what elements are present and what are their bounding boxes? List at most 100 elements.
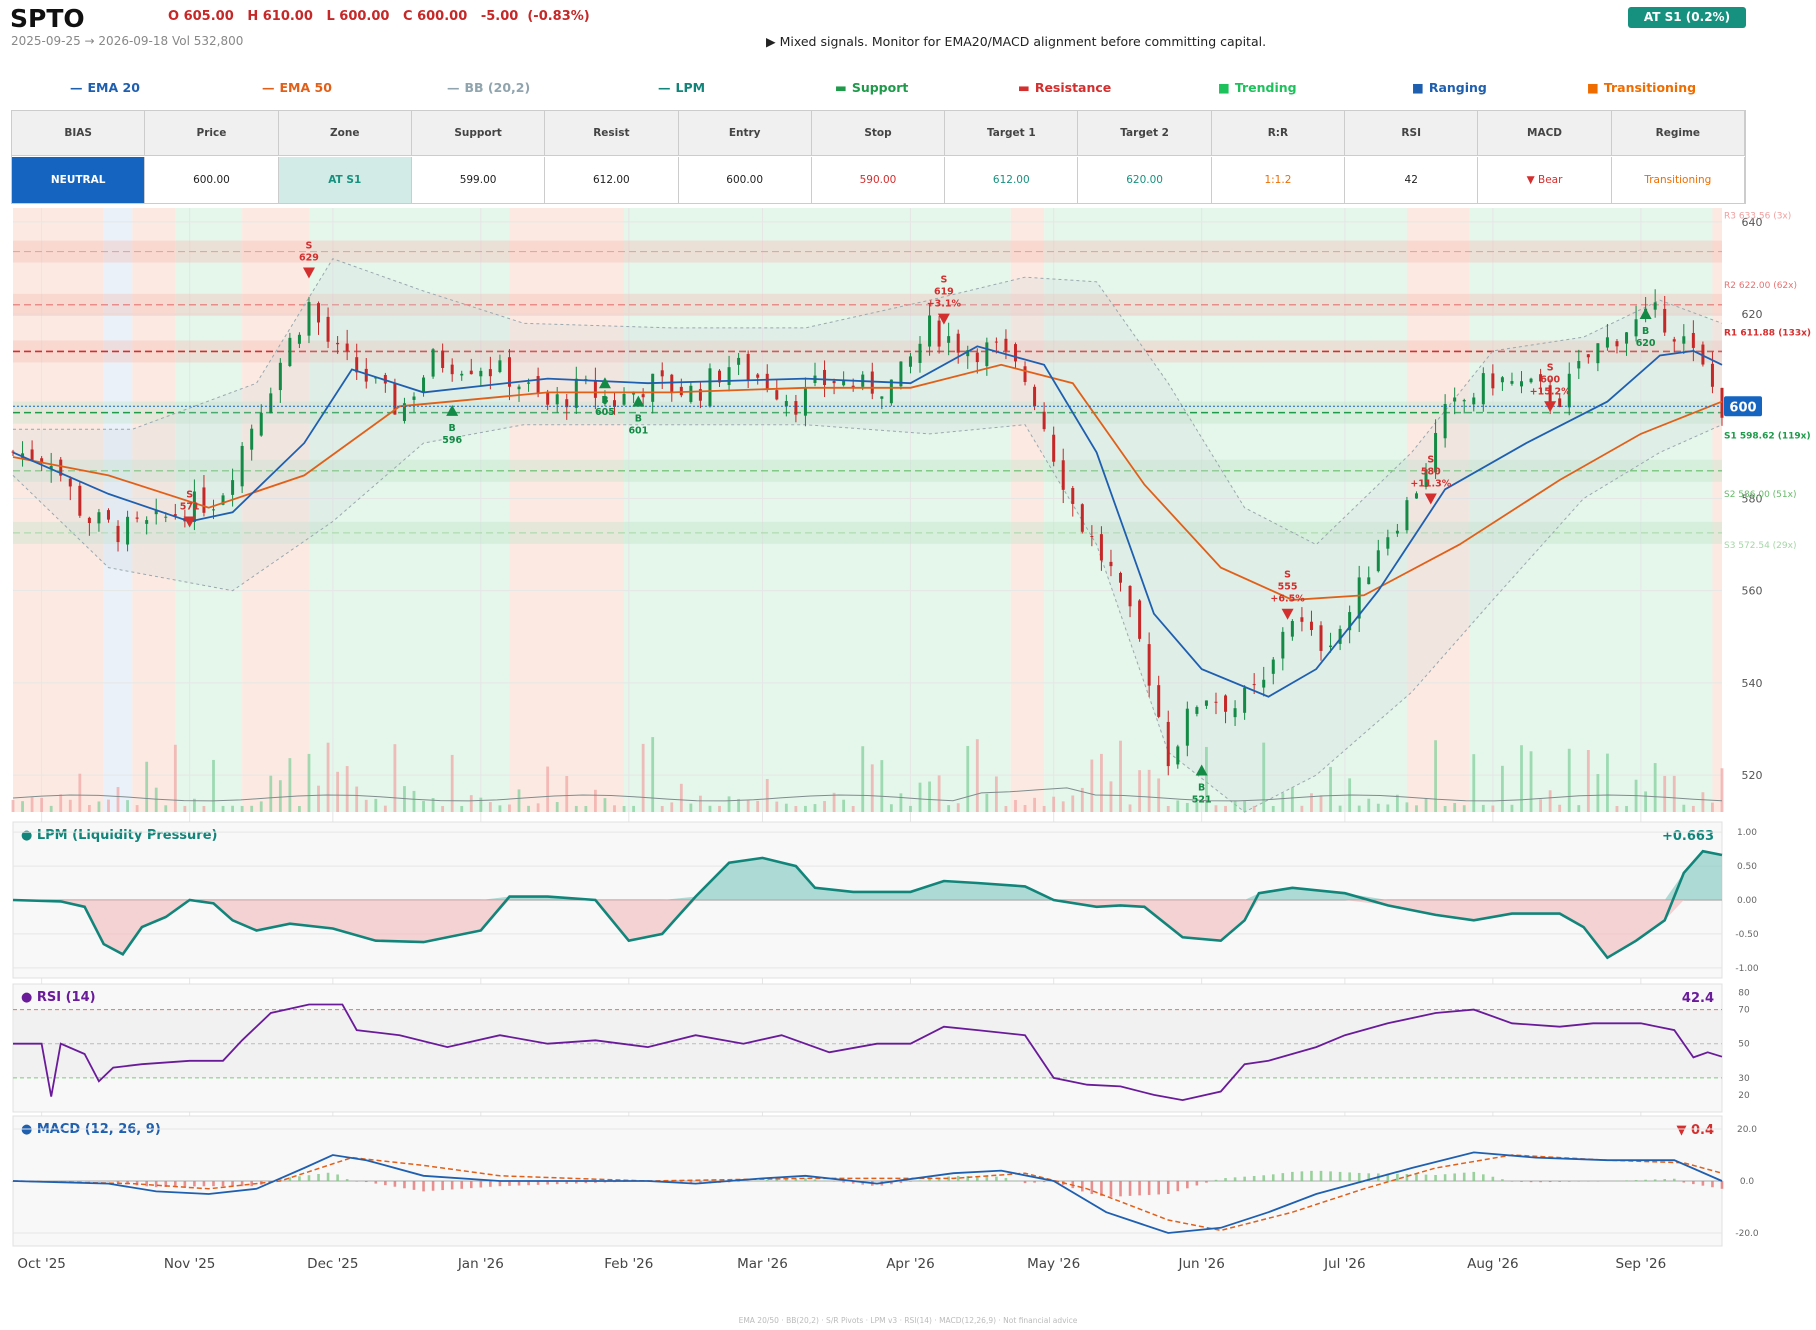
candle-body — [966, 350, 970, 357]
volume-bar — [393, 744, 397, 812]
y-tick-label: 620 — [1742, 308, 1763, 321]
volume-bar — [756, 800, 760, 812]
candle-body — [97, 512, 101, 524]
lpm-negative-area — [13, 900, 1722, 958]
y-tick-label: 520 — [1742, 769, 1763, 782]
volume-bar — [1109, 781, 1113, 812]
legend-item[interactable]: ■ Ranging — [1412, 80, 1487, 95]
volume-bar — [832, 792, 836, 812]
candle-body — [660, 370, 664, 377]
sell-marker-icon — [937, 313, 950, 325]
volume-bar — [1691, 805, 1695, 812]
legend-item[interactable]: ■ Transitioning — [1587, 80, 1696, 95]
macd-histogram-bar — [1205, 1181, 1208, 1183]
legend-item[interactable]: — BB (20,2) — [447, 80, 530, 95]
price-tag-bg — [1724, 396, 1762, 417]
macd-histogram-bar — [1186, 1181, 1189, 1189]
macd-histogram-bar — [1243, 1176, 1246, 1181]
macd-histogram-bar — [737, 1181, 740, 1182]
macd-histogram-bar — [393, 1181, 397, 1187]
macd-histogram-bar — [431, 1181, 435, 1191]
candle-body — [1577, 360, 1581, 369]
volume-bar — [269, 775, 273, 812]
macd-histogram-bar — [765, 1180, 769, 1181]
volume-bar — [250, 805, 254, 812]
volume-bar — [1529, 751, 1533, 812]
macd-histogram-bar — [450, 1181, 454, 1190]
volume-bar — [1376, 803, 1380, 812]
regime-band — [13, 208, 104, 812]
volume-bar — [441, 805, 445, 812]
volume-bar — [11, 799, 15, 812]
legend-item[interactable]: ▬ Resistance — [1018, 80, 1111, 95]
legend-swatch-icon: ▬ — [1018, 80, 1030, 95]
macd-histogram-bar — [937, 1177, 941, 1181]
candle-body — [975, 352, 979, 363]
volume-bar — [1157, 778, 1161, 812]
legend-item[interactable]: — LPM — [658, 80, 705, 95]
x-tick-label: Feb '26 — [604, 1256, 653, 1272]
macd-histogram-bar — [1548, 1181, 1552, 1183]
candle-body — [832, 381, 836, 384]
y-tick-label: 20 — [1738, 1091, 1750, 1101]
candle-body — [1233, 708, 1237, 718]
macd-histogram-bar — [154, 1181, 158, 1188]
volume-bar — [555, 802, 559, 812]
candle-body — [1434, 432, 1438, 473]
volume-bar — [1453, 802, 1457, 812]
macd-histogram-bar — [1014, 1180, 1017, 1182]
candle-body — [1271, 659, 1275, 674]
volume-bar — [1042, 805, 1046, 812]
macd-histogram-bar — [804, 1178, 807, 1181]
volume-bar — [1233, 800, 1237, 812]
macd-histogram-bar — [193, 1181, 196, 1187]
y-tick-label: 30 — [1738, 1074, 1750, 1084]
y-tick-label: 1.00 — [1737, 828, 1757, 838]
volume-bar — [584, 805, 588, 812]
legend-item[interactable]: — EMA 50 — [262, 80, 332, 95]
buy-marker-icon — [1195, 764, 1208, 776]
candle-body — [1596, 343, 1600, 364]
macd-histogram-bar — [1701, 1181, 1705, 1186]
candle-body — [1386, 537, 1390, 549]
macd-histogram-bar — [1720, 1181, 1724, 1189]
macd-histogram-bar — [1281, 1173, 1285, 1181]
volume-bar — [565, 776, 569, 812]
volume-bar — [985, 793, 989, 812]
candle-body — [803, 387, 807, 416]
candle-body — [1071, 488, 1075, 504]
volume-bar — [1539, 799, 1542, 812]
candle-body — [345, 343, 349, 352]
candle-body — [527, 382, 531, 384]
volume-bar — [1596, 774, 1600, 812]
legend-item[interactable]: ▬ Support — [835, 80, 908, 95]
legend-label: LPM — [675, 80, 706, 95]
macd-histogram-bar — [1501, 1179, 1504, 1181]
sell-marker-icon — [183, 516, 196, 528]
volume-bar — [78, 773, 82, 812]
macd-histogram-bar — [498, 1181, 502, 1187]
candle-body — [641, 394, 645, 398]
legend-item[interactable]: ■ Trending — [1218, 80, 1297, 95]
summary-table: BIAS NEUTRAL Price 600.00 Zone AT S1 Support 59… — [11, 110, 1746, 204]
volume-bar — [1357, 805, 1361, 812]
volume-bar — [699, 795, 702, 812]
candle-body — [1395, 530, 1399, 534]
volume-bar — [679, 783, 683, 812]
candle-body — [603, 396, 607, 405]
candle-body — [488, 369, 492, 377]
volume-bar — [994, 776, 998, 812]
x-tick-label: Oct '25 — [17, 1256, 66, 1272]
macd-histogram-bar — [1262, 1175, 1266, 1181]
regime-band — [1010, 208, 1045, 812]
price-tag: 600 — [1729, 400, 1756, 415]
macd-histogram-bar — [546, 1181, 549, 1185]
candle-body — [698, 389, 702, 401]
legend-item[interactable]: — EMA 20 — [70, 80, 140, 95]
volume-bar — [135, 805, 139, 812]
volume-bar — [909, 805, 912, 812]
volume-bar — [1119, 740, 1122, 812]
level-label: S3 572.54 (29x) — [1724, 541, 1796, 551]
macd-histogram-bar — [1023, 1181, 1027, 1184]
macd-histogram-bar — [584, 1181, 588, 1184]
